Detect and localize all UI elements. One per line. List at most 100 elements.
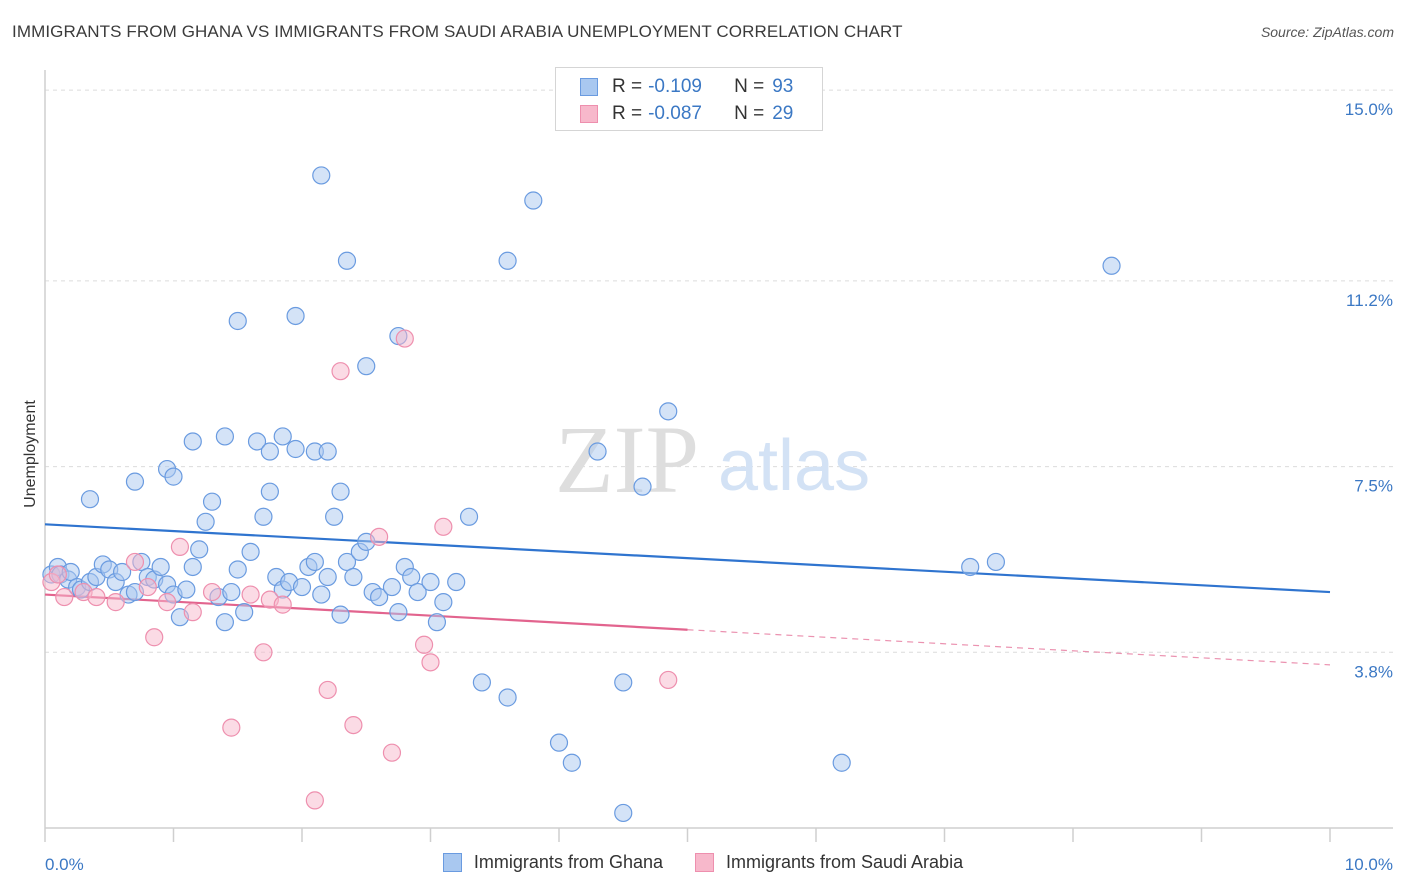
ghana-point [472,673,491,692]
ghana-point [305,552,324,572]
watermark: ZIP atlas [555,406,870,513]
saudi-point [305,791,324,810]
ghana-point [633,477,652,496]
x-tick-label: 10.0% [1345,855,1393,874]
legend-swatch-ghana [580,78,598,96]
ghana-point [260,442,279,461]
ghana-point [331,482,350,501]
legend-r-label: R = [612,103,643,124]
ghana-point [260,482,279,501]
legend-row-saudi: R = -0.087 N = 29 [580,103,793,125]
series-label-ghana: Immigrants from Ghana [473,852,663,872]
ghana-point [183,432,202,451]
series-legend-saudi[interactable]: Immigrants from Saudi Arabia [694,852,964,873]
ghana-point [331,605,350,624]
saudi-point [55,587,74,607]
trend-lines [44,523,1331,666]
ghana-point [382,577,402,597]
ghana-point [614,803,633,823]
saudi-point [331,362,350,381]
saudi-point [382,743,402,762]
legend-n-value: 93 [772,76,794,97]
ghana-point [434,593,453,612]
ghana-point [254,507,273,526]
ghana-point [524,191,543,210]
ghana-point [427,613,447,632]
series-label-saudi: Immigrants from Saudi Arabia [725,852,964,872]
ghana-point [447,572,466,592]
grid-layer [45,89,1393,653]
ghana-point [961,557,980,577]
ghana-point [183,557,202,577]
ghana-point [986,552,1006,572]
ghana-point [562,753,581,772]
ghana-point [402,567,421,587]
ghana-point [389,603,408,622]
series-swatch-ghana [442,853,462,872]
data-points [42,166,1121,823]
y-tick-label: 15.0% [1345,100,1393,119]
ghana-point [202,492,222,511]
saudi-point [202,582,222,602]
saudi-point [395,329,414,348]
ghana-point [312,166,331,185]
chart-title: IMMIGRANTS FROM GHANA VS IMMIGRANTS FROM… [12,22,903,41]
ghana-point [228,311,247,331]
saudi-point [370,527,389,546]
source-credit: Source: ZipAtlas.com [1260,24,1394,40]
ghana-point [286,306,305,326]
ghana-point [312,585,331,604]
legend-n-label: N = [734,103,765,124]
tick-labels: 3.8% 7.5% 11.2% 15.0% 0.0% 10.0% [45,100,1393,874]
y-axis-label: Unemployment [22,400,39,508]
ghana-point [357,357,376,376]
ghana-point [318,567,337,587]
legend-r-value: -0.109 [648,76,702,97]
saudi-point [241,585,260,604]
saudi-trend-line [44,593,688,631]
ghana-point [196,512,215,531]
ghana-point [222,582,241,602]
saudi-point [87,587,106,607]
axis-layer [44,70,1393,842]
saudi-point [222,718,241,737]
saudi-point [170,537,190,556]
ghana-point [498,251,517,270]
y-tick-label: 7.5% [1354,477,1393,496]
ghana-point [235,603,254,622]
x-tick-label: 0.0% [45,855,84,874]
ghana-point [408,582,427,602]
ghana-point [337,251,357,270]
watermark-zip: ZIP [555,406,699,513]
legend-swatch-saudi [580,105,598,123]
ghana-point [318,442,337,461]
ghana-point [125,472,145,491]
saudi-point [434,517,453,536]
saudi-point [318,680,337,700]
ghana-trend-line [44,523,1331,594]
ghana-point [337,552,357,572]
ghana-point [80,490,100,509]
saudi-point [183,603,202,622]
ghana-point [215,427,234,446]
watermark-atlas: atlas [718,426,870,506]
saudi-point [145,628,164,647]
saudi-point [659,670,678,690]
legend-n-label: N = [734,76,765,97]
ghana-point [459,507,479,526]
saudi-point [48,565,67,584]
legend-r-label: R = [612,76,643,97]
ghana-point [151,557,170,577]
ghana-point [190,540,209,559]
saudi-point [106,593,125,612]
series-legend-ghana[interactable]: Immigrants from Ghana [442,852,663,873]
ghana-point [241,542,260,562]
ghana-point [292,577,312,597]
saudi-point [254,643,273,662]
saudi-trend-extension [687,629,1331,666]
saudi-point [344,715,363,735]
ghana-point [286,439,305,459]
saudi-point [414,635,434,654]
saudi-point [125,552,145,572]
ghana-point [659,402,678,421]
